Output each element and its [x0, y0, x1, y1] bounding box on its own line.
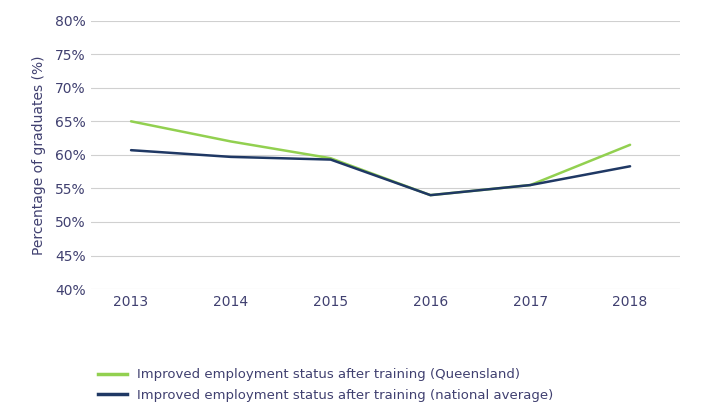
Y-axis label: Percentage of graduates (%): Percentage of graduates (%) — [32, 55, 46, 255]
Improved employment status after training (national average) — [426, 192, 435, 198]
Improved employment status after training (national average) — [226, 154, 235, 159]
Improved employment status after training (national average) — [127, 148, 135, 153]
Improved employment status after training (Queensland) — [526, 183, 534, 188]
Line: Improved employment status after training (Queensland): Improved employment status after trainin… — [131, 121, 630, 195]
Improved employment status after training (Queensland) — [226, 139, 235, 144]
Improved employment status after training (Queensland) — [626, 142, 634, 147]
Improved employment status after training (national average) — [526, 183, 534, 188]
Improved employment status after training (Queensland) — [127, 119, 135, 124]
Line: Improved employment status after training (national average): Improved employment status after trainin… — [131, 150, 630, 195]
Legend: Improved employment status after training (Queensland), Improved employment stat: Improved employment status after trainin… — [97, 368, 554, 402]
Improved employment status after training (national average) — [626, 164, 634, 169]
Improved employment status after training (national average) — [327, 157, 335, 162]
Improved employment status after training (Queensland) — [426, 192, 435, 198]
Improved employment status after training (Queensland) — [327, 156, 335, 161]
